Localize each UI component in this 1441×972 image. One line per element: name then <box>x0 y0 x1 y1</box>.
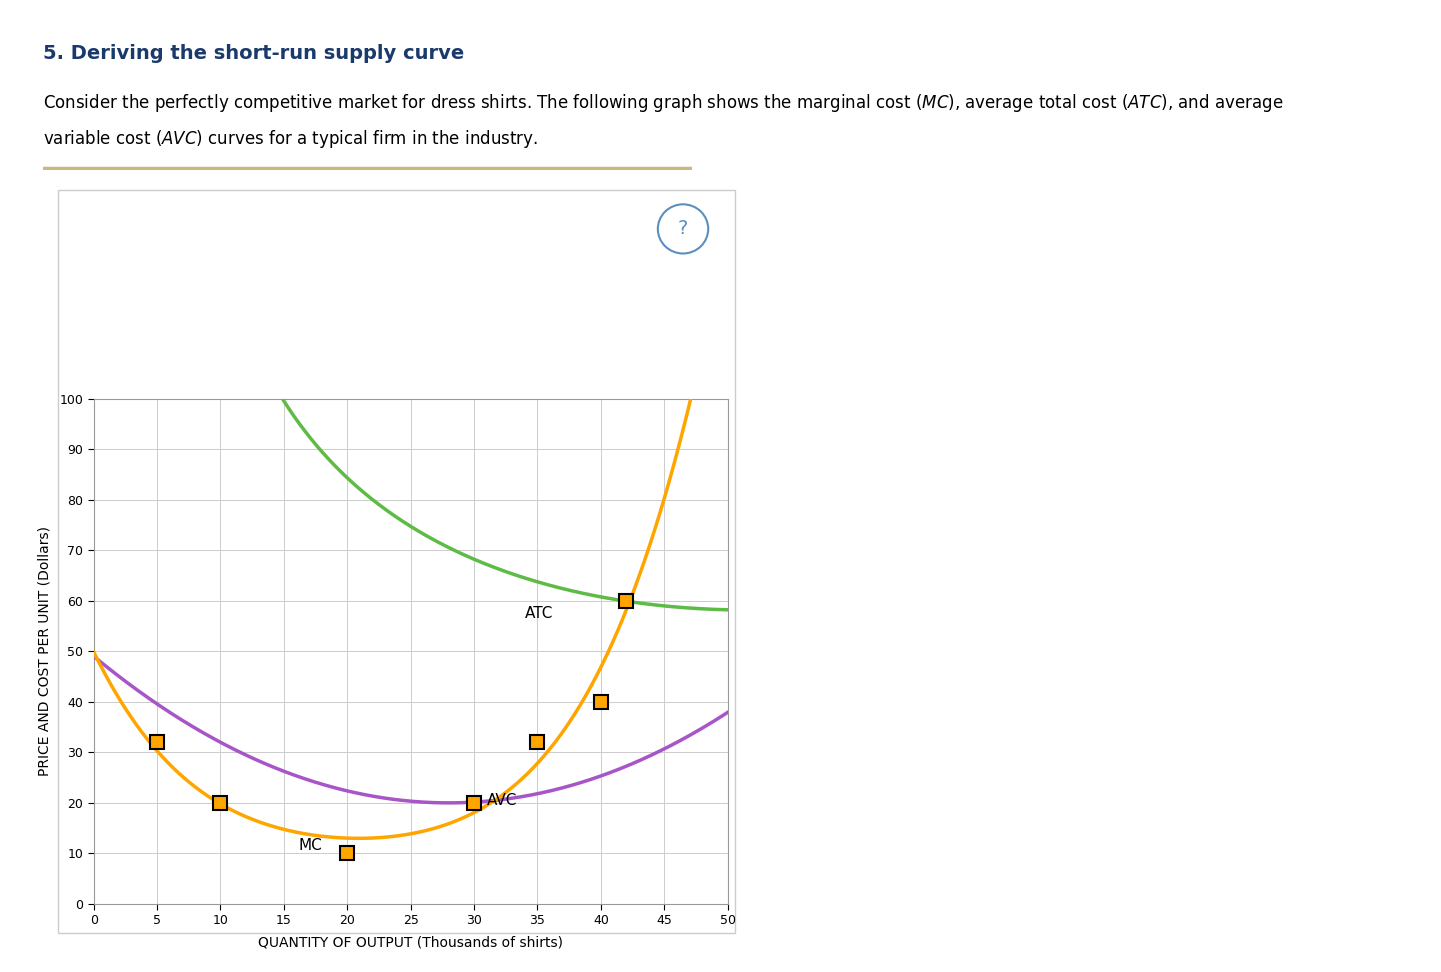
Text: variable cost ($\mathit{AVC}$) curves for a typical firm in the industry.: variable cost ($\mathit{AVC}$) curves fo… <box>43 128 539 151</box>
Text: Consider the perfectly competitive market for dress shirts. The following graph : Consider the perfectly competitive marke… <box>43 92 1284 115</box>
Text: 5. Deriving the short-run supply curve: 5. Deriving the short-run supply curve <box>43 44 464 63</box>
Text: ?: ? <box>677 220 689 238</box>
Text: ATC: ATC <box>525 606 553 621</box>
X-axis label: QUANTITY OF OUTPUT (Thousands of shirts): QUANTITY OF OUTPUT (Thousands of shirts) <box>258 936 563 950</box>
Text: MC: MC <box>298 839 321 853</box>
Y-axis label: PRICE AND COST PER UNIT (Dollars): PRICE AND COST PER UNIT (Dollars) <box>37 526 50 777</box>
Text: AVC: AVC <box>487 793 517 808</box>
